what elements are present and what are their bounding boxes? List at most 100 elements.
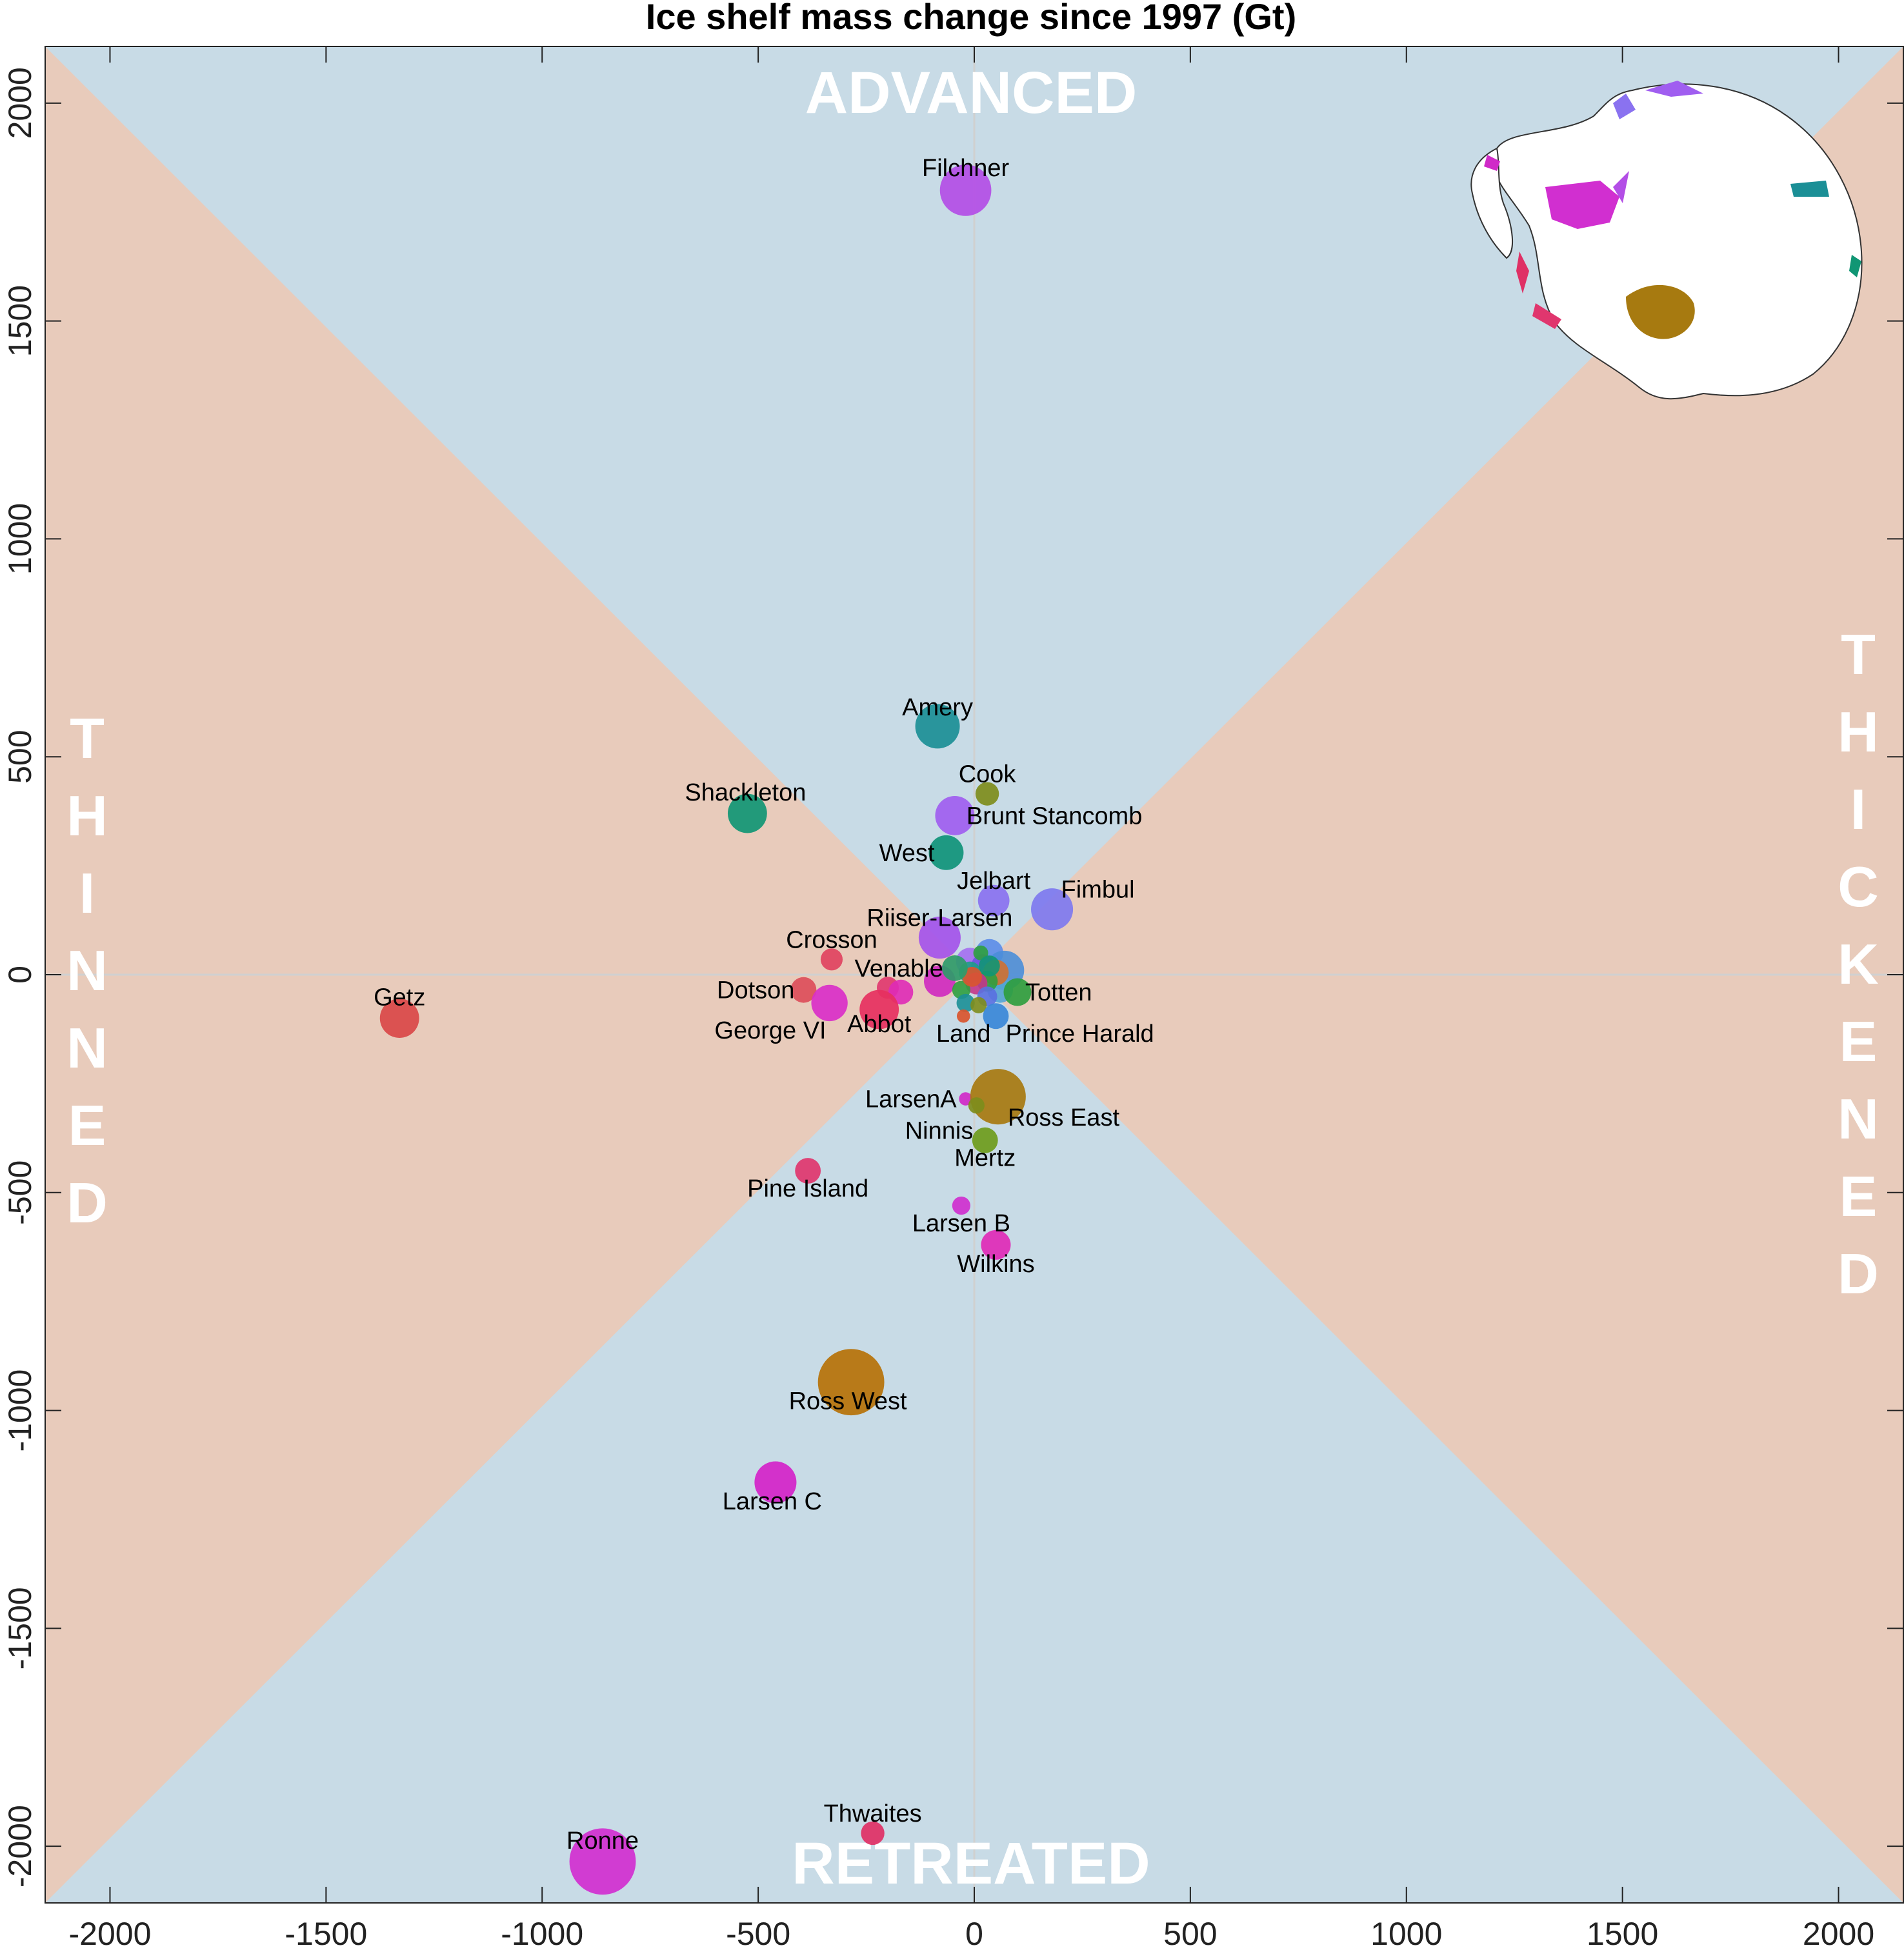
data-point [972,1127,998,1153]
data-point [1003,978,1032,1006]
x-tick-label: 1000 [1370,1916,1442,1950]
data-point [790,977,817,1003]
point-label: Wilkins [957,1251,1034,1278]
region-label-thinned-letter: T [70,706,105,770]
dronning-maud-shelves [1613,94,1636,119]
data-point [970,1069,1026,1125]
y-tick-label: 2000 [2,67,38,139]
y-tick-label: 1500 [2,285,38,357]
region-label-thinned-letter: D [66,1171,108,1235]
point-label: Dotson [717,977,794,1004]
data-point [1031,888,1074,931]
data-point-unlabeled [973,945,988,960]
data-point [941,955,968,981]
y-tick-label: -2000 [2,1805,38,1887]
data-point [975,782,999,806]
amundsen-sea-shelves [1516,252,1529,293]
point-label: Ross East [1008,1104,1120,1131]
data-point [918,917,961,959]
data-point [983,1003,1009,1030]
region-label-thinned-letter: E [68,1093,106,1157]
point-label: Fimbul [1061,877,1135,904]
region-label-retreated: RETREATED [792,1831,1150,1896]
x-tick-label: 1500 [1587,1916,1658,1950]
data-point [820,948,843,971]
region-label-thickened-letter: T [1841,622,1876,686]
data-point [727,793,767,833]
region-label-thinned-letter: N [66,939,108,1002]
y-tick-label: 1000 [2,503,38,575]
x-tick-label: -2000 [69,1916,152,1950]
region-label-advanced: ADVANCED [805,60,1137,126]
data-point [754,1461,797,1504]
point-label: Land [936,1020,991,1048]
region-label-thickened-letter: H [1838,700,1879,764]
x-tick-label: -1500 [285,1916,367,1950]
data-point [952,1196,970,1215]
y-tick-labels: -2000 -1500 -1000 -500 0 500 1000 1500 2000 [2,67,38,1887]
y-tick-label: 500 [2,730,38,783]
point-label: Pine Island [747,1175,868,1202]
antarctic-peninsula [1470,147,1514,259]
point-label: Ronne [566,1827,639,1855]
data-point-unlabeled [962,966,983,987]
data-point [977,884,1010,917]
data-point [956,1009,970,1023]
point-label: Brunt Stancomb [967,802,1142,830]
data-point-unlabeled [956,993,975,1012]
region-label-thickened-letter: N [1838,1087,1879,1151]
ross-shelf [1626,284,1695,339]
data-point [981,1229,1011,1260]
data-point [968,1097,985,1114]
y-tick-label: 0 [2,966,38,984]
region-label-thickened-letter: E [1839,1010,1878,1073]
x-tick-label: 0 [965,1916,983,1950]
plot-frame [45,46,1904,1904]
ronne-filchner-shelf [1545,181,1619,229]
region-label-thinned-letter: N [66,1016,108,1080]
point-label: Thwaites [824,1800,922,1827]
antarctica-inset-map [1470,81,1863,400]
region-label-thickened-letter: E [1839,1164,1878,1228]
point-label: West [879,840,935,867]
y-tick-label: -1000 [2,1369,38,1452]
getz-shelf [1532,303,1561,329]
region-label-thickened-letter: D [1838,1242,1879,1306]
region-label-thickened-letter: I [1850,777,1866,841]
data-point [795,1158,821,1184]
point-label: Venable [854,955,943,982]
x-tick-labels: -2000 -1500 -1000 -500 0 500 1000 1500 2000 [69,1916,1875,1950]
region-label-thickened-letter: C [1838,855,1879,919]
larsen-shelves [1484,155,1500,171]
data-point [859,990,899,1030]
east-weddell-shelves [1645,81,1703,97]
data-point [811,984,848,1022]
data-points [379,164,1074,1895]
data-point-unlabeled [970,997,987,1013]
point-label: Abbot [847,1011,912,1038]
point-label: Crosson [786,926,877,953]
chart-title: Ice shelf mass change since 1997 (Gt) [646,0,1296,37]
data-point-unlabeled [979,955,1000,977]
antarctica-continent [1492,83,1863,400]
x-tick-label: -1000 [501,1916,583,1950]
point-label: Larsen C [723,1488,822,1515]
point-labels: Filchner Amery Cook Shackleton Brunt Stancom… [374,155,1154,1855]
point-label: George VI [714,1017,826,1044]
x-tick-label: 2000 [1803,1916,1874,1950]
data-point [928,835,964,870]
point-label: Prince Harald [1005,1020,1154,1048]
data-point [569,1828,636,1895]
x-tick-label: -500 [726,1916,790,1950]
amery-shelf [1790,181,1829,197]
shackleton-shelf [1849,255,1861,277]
point-label: Cook [959,761,1017,788]
point-label: Ross West [789,1388,907,1415]
region-label-thickened-letter: K [1838,932,1879,996]
point-label: Getz [374,984,425,1011]
region-label-thinned-letter: H [66,784,108,848]
point-label: Filchner [922,155,1009,182]
point-label: Shackleton [685,779,806,806]
